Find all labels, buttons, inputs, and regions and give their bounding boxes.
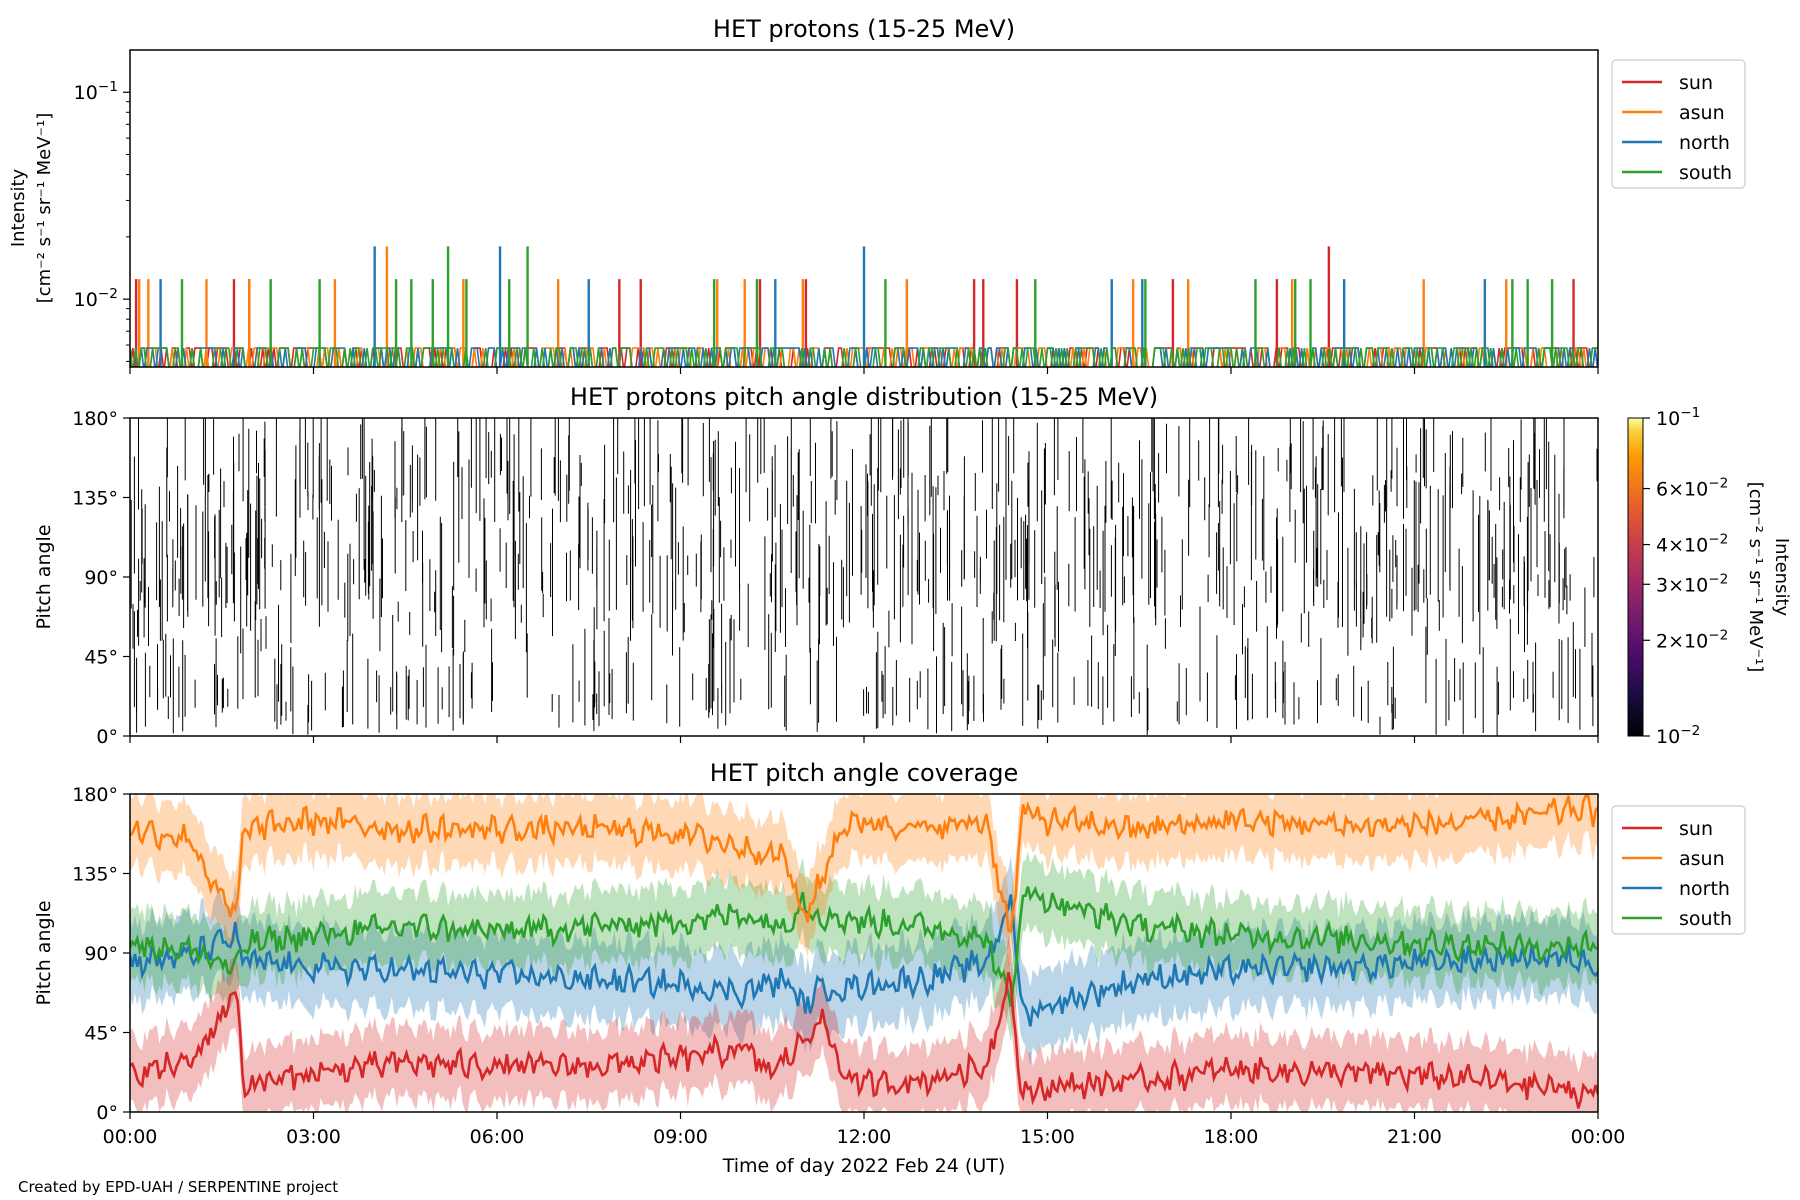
panel1-ylabel-line2: [cm⁻² s⁻¹ sr⁻¹ MeV⁻¹]: [34, 113, 55, 304]
colorbar-tick-label-3: 3×10−2: [1656, 571, 1728, 596]
series-north-line: [130, 894, 1598, 1027]
colorbar-tick-label-2: 4×10−2: [1656, 532, 1728, 557]
series-north-band: [130, 855, 1598, 1066]
panel3-xtick-label-4: 12:00: [837, 1126, 892, 1148]
panel3-xtick-label-0: 00:00: [103, 1126, 158, 1148]
panel1-legend: sun asun north south: [1611, 59, 1746, 189]
x-axis-label: Time of day 2022 Feb 24 (UT): [722, 1155, 1006, 1177]
series-south-line: [130, 885, 1598, 1008]
panel1-ytick-label-1: 10−2: [74, 286, 118, 311]
panel2-ytick-label-3: 135°: [72, 488, 118, 510]
panel3-x-ticks: 00:00 03:00 06:00 09:00 12:00 15:00 18:00 21:00…: [103, 1112, 1626, 1148]
series-south-band: [130, 851, 1598, 1043]
panel2-ytick-label-1: 45°: [84, 647, 118, 669]
legend3-label-asun: asun: [1679, 848, 1725, 870]
colorbar-tick-label-0: 10−1: [1656, 405, 1700, 430]
colorbar-label-line2: [cm⁻² s⁻¹ sr⁻¹ MeV⁻¹]: [1745, 482, 1766, 673]
series-asun-band: [130, 794, 1598, 967]
panel3-xtick-label-7: 21:00: [1387, 1126, 1442, 1148]
legend3-label-north: north: [1679, 878, 1730, 900]
panel3-ytick-label-2: 90°: [84, 943, 118, 965]
panel3-plot-area: [130, 794, 1598, 1112]
legend1-label-asun: asun: [1679, 102, 1725, 124]
panel2-ylabel: Pitch angle: [33, 524, 55, 629]
panel2-y-ticks: 0° 45° 90° 135° 180°: [72, 408, 130, 748]
panel2-plot-area: [130, 418, 1598, 736]
colorbar-tick-label-4: 2×10−2: [1656, 627, 1728, 652]
panel1-plot-area: [130, 246, 1598, 367]
panel2-x-ticks: [129, 736, 1599, 743]
series-sun-line: [130, 972, 1598, 1109]
panel3-y-ticks: 0° 45° 90° 135° 180°: [72, 784, 130, 1124]
colorbar-tick-label-5: 10−2: [1656, 723, 1700, 748]
legend3-label-sun: sun: [1679, 818, 1713, 840]
panel3-xtick-label-6: 18:00: [1204, 1126, 1259, 1148]
panel1-title: HET protons (15-25 MeV): [713, 15, 1015, 43]
legend1-label-south: south: [1679, 162, 1732, 184]
series-asun-line: [130, 794, 1598, 933]
legend3-box: [1611, 805, 1746, 935]
legend1-label-sun: sun: [1679, 72, 1713, 94]
panel1-ylabel-line1: Intensity: [8, 168, 29, 247]
panel2-ytick-label-2: 90°: [84, 567, 118, 589]
panel1-x-ticks: [129, 367, 1599, 374]
panel3-ytick-label-4: 180°: [72, 784, 118, 806]
colorbar: [1627, 417, 1644, 737]
legend1-label-north: north: [1679, 132, 1730, 154]
panel-pitch-angle-coverage: HET pitch angle coverage 0° 45° 90° 135° 180…: [33, 759, 1746, 1177]
panel3-legend: sun asun north south: [1611, 805, 1746, 935]
panel-intensity: HET protons (15-25 MeV) 10−1 10−2 Intensi…: [8, 15, 1746, 374]
panel3-xtick-label-8: 00:00: [1571, 1126, 1626, 1148]
colorbar-ticks: 10−1 6×10−2 4×10−2 3×10−2 2×10−2 10−2: [1643, 405, 1728, 748]
panel3-xtick-label-2: 06:00: [470, 1126, 525, 1148]
legend1-box: [1611, 59, 1746, 189]
panel2-ytick-label-4: 180°: [72, 408, 118, 430]
panel3-ylabel: Pitch angle: [33, 900, 55, 1005]
panel3-ytick-label-1: 45°: [84, 1023, 118, 1045]
credit-text: Created by EPD-UAH / SERPENTINE project: [18, 1178, 339, 1196]
panel3-title: HET pitch angle coverage: [710, 759, 1018, 787]
panel3-ytick-label-0: 0°: [96, 1102, 118, 1124]
pad-traces: [130, 418, 1598, 736]
panel3-xtick-label-5: 15:00: [1020, 1126, 1075, 1148]
panel3-ytick-label-3: 135°: [72, 864, 118, 886]
panel1-ytick-label-0: 10−1: [74, 79, 118, 104]
colorbar-tick-label-1: 6×10−2: [1656, 476, 1728, 501]
panel3-xtick-label-3: 09:00: [653, 1126, 708, 1148]
panel2-title: HET protons pitch angle distribution (15…: [570, 383, 1158, 411]
panel1-y-ticks: 10−1 10−2: [74, 79, 130, 362]
series-south-baseline: [130, 347, 1598, 367]
panel-pitch-angle-distribution: HET protons pitch angle distribution (15…: [33, 383, 1792, 748]
panel3-xtick-label-1: 03:00: [286, 1126, 341, 1148]
panel2-ytick-label-0: 0°: [96, 726, 118, 748]
colorbar-label-line1: Intensity: [1771, 538, 1792, 617]
legend3-label-south: south: [1679, 908, 1732, 930]
